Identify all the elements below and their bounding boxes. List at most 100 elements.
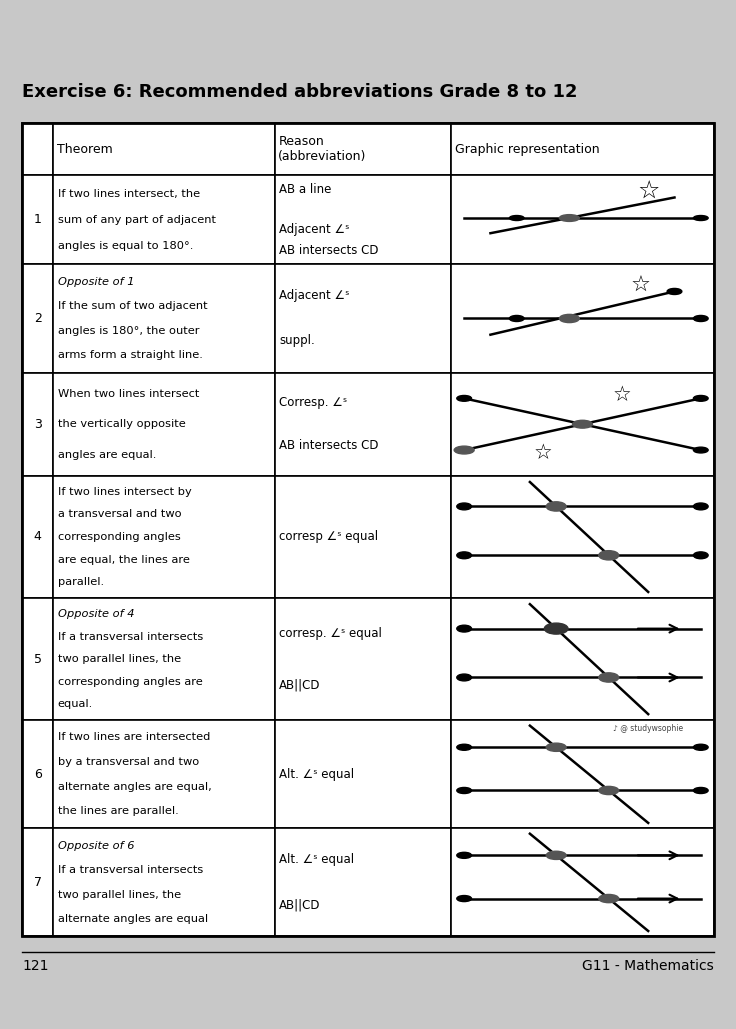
Text: Graphic representation: Graphic representation [455, 143, 599, 155]
Text: two parallel lines, the: two parallel lines, the [57, 890, 181, 899]
Text: AB||CD: AB||CD [279, 898, 320, 912]
Bar [22, 175, 53, 264]
Text: Exercise 6: Recommended abbreviations Grade 8 to 12: Exercise 6: Recommended abbreviations Gr… [22, 83, 578, 101]
Bar [275, 720, 451, 828]
Bar [53, 175, 275, 264]
Bar [451, 372, 714, 475]
Text: a transversal and two: a transversal and two [57, 509, 181, 520]
Text: angles is equal to 180°.: angles is equal to 180°. [57, 241, 193, 251]
Bar [275, 123, 451, 175]
Text: corresponding angles are: corresponding angles are [57, 677, 202, 686]
Text: the lines are parallel.: the lines are parallel. [57, 806, 178, 816]
Text: angles is 180°, the outer: angles is 180°, the outer [57, 326, 199, 335]
Bar [451, 264, 714, 372]
Text: Opposite of 1: Opposite of 1 [57, 277, 134, 287]
Text: Opposite of 6: Opposite of 6 [57, 841, 134, 851]
Text: AB||CD: AB||CD [279, 678, 320, 691]
Text: sum of any part of adjacent: sum of any part of adjacent [57, 215, 216, 224]
Text: ☆: ☆ [612, 385, 631, 405]
Circle shape [693, 316, 708, 321]
Circle shape [457, 503, 472, 509]
Bar [275, 828, 451, 936]
Text: Reason
(abbreviation): Reason (abbreviation) [278, 136, 367, 164]
Bar [22, 123, 53, 175]
Bar [451, 175, 714, 264]
Bar [22, 475, 53, 598]
Text: alternate angles are equal: alternate angles are equal [57, 914, 208, 924]
Bar [22, 372, 53, 475]
Circle shape [545, 624, 568, 634]
Text: ☆: ☆ [637, 179, 659, 204]
Text: corresp ∠ˢ equal: corresp ∠ˢ equal [279, 531, 378, 543]
Circle shape [457, 852, 472, 858]
Bar [53, 598, 275, 720]
Text: Theorem: Theorem [57, 143, 113, 155]
Circle shape [559, 215, 579, 221]
Text: corresp. ∠ˢ equal: corresp. ∠ˢ equal [279, 628, 382, 640]
Circle shape [693, 448, 708, 453]
Text: 4: 4 [34, 531, 41, 543]
Circle shape [599, 786, 619, 794]
Bar [451, 123, 714, 175]
Circle shape [559, 315, 579, 322]
Text: 2: 2 [34, 312, 41, 325]
Circle shape [599, 551, 619, 560]
Bar [53, 264, 275, 372]
Circle shape [457, 626, 472, 632]
Text: alternate angles are equal,: alternate angles are equal, [57, 782, 211, 791]
Circle shape [457, 395, 472, 401]
Text: Opposite of 4: Opposite of 4 [57, 609, 134, 618]
Circle shape [599, 673, 619, 682]
Bar [53, 475, 275, 598]
Circle shape [599, 894, 619, 902]
Bar [275, 264, 451, 372]
Bar [275, 372, 451, 475]
Bar [22, 598, 53, 720]
Circle shape [457, 674, 472, 681]
Circle shape [693, 787, 708, 793]
Text: If a transversal intersects: If a transversal intersects [57, 865, 203, 875]
Text: Corresp. ∠ˢ: Corresp. ∠ˢ [279, 396, 347, 410]
Circle shape [573, 420, 592, 428]
Text: the vertically opposite: the vertically opposite [57, 419, 185, 429]
Bar [451, 720, 714, 828]
Text: If two lines intersect by: If two lines intersect by [57, 487, 191, 497]
Text: corresponding angles: corresponding angles [57, 532, 180, 542]
Text: Adjacent ∠ˢ: Adjacent ∠ˢ [279, 223, 350, 237]
Text: If two lines are intersected: If two lines are intersected [57, 733, 210, 743]
Circle shape [546, 743, 566, 751]
Bar [22, 123, 714, 936]
Text: Alt. ∠ˢ equal: Alt. ∠ˢ equal [279, 853, 354, 866]
Bar [22, 720, 53, 828]
Bar [451, 475, 714, 598]
Circle shape [457, 744, 472, 750]
Text: AB intersects CD: AB intersects CD [279, 244, 378, 257]
Bar [53, 372, 275, 475]
Circle shape [693, 552, 708, 559]
Text: Alt. ∠ˢ equal: Alt. ∠ˢ equal [279, 768, 354, 781]
Bar [275, 175, 451, 264]
Bar [22, 264, 53, 372]
Text: ♪ @ studywsophie: ♪ @ studywsophie [613, 724, 683, 734]
Circle shape [454, 447, 474, 454]
Text: 3: 3 [34, 418, 41, 431]
Text: ☆: ☆ [630, 276, 651, 296]
Text: ☆: ☆ [534, 443, 553, 463]
Circle shape [457, 787, 472, 793]
Text: 121: 121 [22, 959, 49, 973]
Circle shape [509, 215, 524, 220]
Bar [451, 598, 714, 720]
Text: 5: 5 [34, 652, 42, 666]
Bar [53, 720, 275, 828]
Text: equal.: equal. [57, 700, 93, 709]
Bar [451, 828, 714, 936]
Text: by a transversal and two: by a transversal and two [57, 757, 199, 767]
Bar [53, 828, 275, 936]
Text: 6: 6 [34, 768, 41, 781]
Bar [275, 598, 451, 720]
Text: parallel.: parallel. [57, 577, 104, 588]
Text: suppl.: suppl. [279, 334, 315, 348]
Circle shape [667, 288, 682, 294]
Bar [22, 828, 53, 936]
Text: 7: 7 [34, 876, 42, 889]
